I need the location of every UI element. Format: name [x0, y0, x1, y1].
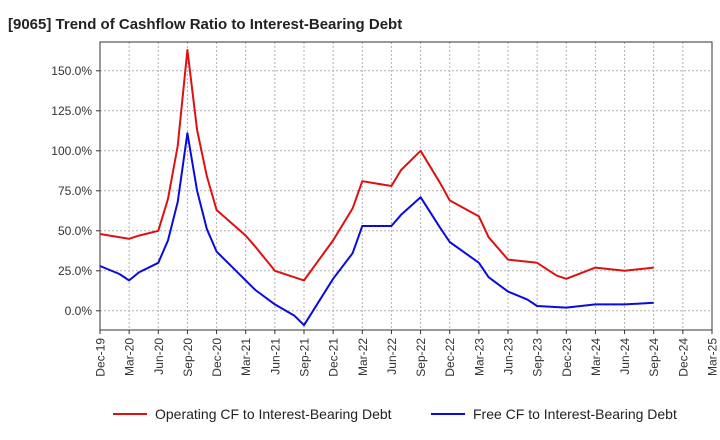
legend-label: Free CF to Interest-Bearing Debt: [473, 406, 677, 422]
x-tick-label: Jun-20: [152, 338, 166, 375]
series-line: [99, 49, 654, 282]
y-tick-label: 75.0%: [58, 184, 92, 198]
x-tick-label: Jun-21: [268, 338, 282, 375]
x-tick-label: Jun-23: [502, 338, 516, 375]
x-tick-label: Dec-23: [560, 338, 574, 377]
legend-label: Operating CF to Interest-Bearing Debt: [155, 406, 392, 422]
x-tick-label: Mar-22: [356, 338, 370, 376]
x-tick-label: Mar-21: [239, 338, 253, 376]
x-tick-label: Dec-19: [94, 338, 108, 377]
x-tick-label: Sep-20: [181, 338, 195, 377]
y-tick-label: 25.0%: [58, 264, 92, 278]
x-tick-label: Mar-20: [123, 338, 137, 376]
x-tick-label: Sep-22: [414, 338, 428, 377]
plot-frame: [99, 41, 713, 331]
y-tick-label: 125.0%: [51, 104, 92, 118]
x-tick-label: Dec-22: [443, 338, 457, 377]
x-tick-label: Dec-21: [327, 338, 341, 377]
x-tick-label: Sep-21: [298, 338, 312, 377]
y-tick-label: 100.0%: [51, 144, 92, 158]
y-tick-label: 0.0%: [65, 304, 93, 318]
series-line: [99, 132, 654, 327]
x-tick-label: Mar-23: [472, 338, 486, 376]
x-tick-label: Mar-24: [589, 338, 603, 376]
chart-title: [9065] Trend of Cashflow Ratio to Intere…: [8, 16, 403, 33]
x-tick-label: Mar-25: [706, 338, 720, 376]
x-tick-label: Jun-22: [385, 338, 399, 375]
x-tick-label: Dec-20: [210, 338, 224, 377]
y-tick-label: 150.0%: [51, 64, 92, 78]
x-tick-label: Sep-23: [531, 338, 545, 377]
x-tick-label: Jun-24: [618, 338, 632, 375]
x-tick-label: Sep-24: [647, 338, 661, 377]
y-tick-label: 50.0%: [58, 224, 92, 238]
x-tick-label: Dec-24: [676, 338, 690, 377]
